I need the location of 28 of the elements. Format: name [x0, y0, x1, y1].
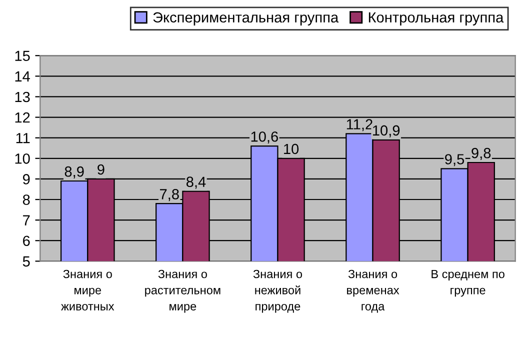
y-tick-label: 10: [15, 153, 30, 164]
x-tick-label: Знания о временах года: [347, 270, 400, 313]
y-tick-label: 11: [16, 133, 30, 144]
data-label: 10,6: [251, 131, 278, 144]
y-tick-label: 15: [15, 50, 30, 62]
y-tick-label: 13: [15, 92, 30, 102]
data-label: 9,8: [472, 148, 491, 160]
y-tick-label: 8: [22, 194, 30, 205]
data-label: 10,9: [372, 125, 400, 138]
legend-label: Экспериментальная группа: [153, 12, 339, 26]
x-tick-label: Знания о неживой природе: [253, 270, 302, 313]
data-label: 9: [98, 164, 104, 175]
data-label: 7,8: [160, 189, 179, 202]
data-label: 8,4: [186, 176, 206, 189]
x-tick-label: Знания о мире животных: [61, 270, 114, 310]
data-label: 10: [284, 144, 299, 154]
x-tick-label: В среднем по группе: [432, 270, 504, 297]
y-tick-label: 14: [15, 71, 30, 82]
data-label: 8,9: [64, 166, 84, 178]
y-tick-label: 7: [23, 215, 30, 226]
y-tick-label: 9: [22, 174, 30, 184]
x-tick-label: Знания о растительном мире: [145, 270, 220, 313]
y-tick-label: 6: [23, 236, 30, 246]
y-tick-label: 12: [15, 112, 30, 123]
legend-label: Контрольная группа: [368, 12, 504, 26]
y-tick-label: 5: [22, 256, 30, 267]
data-label: 11,2: [346, 119, 372, 132]
data-label: 9,5: [445, 154, 464, 166]
